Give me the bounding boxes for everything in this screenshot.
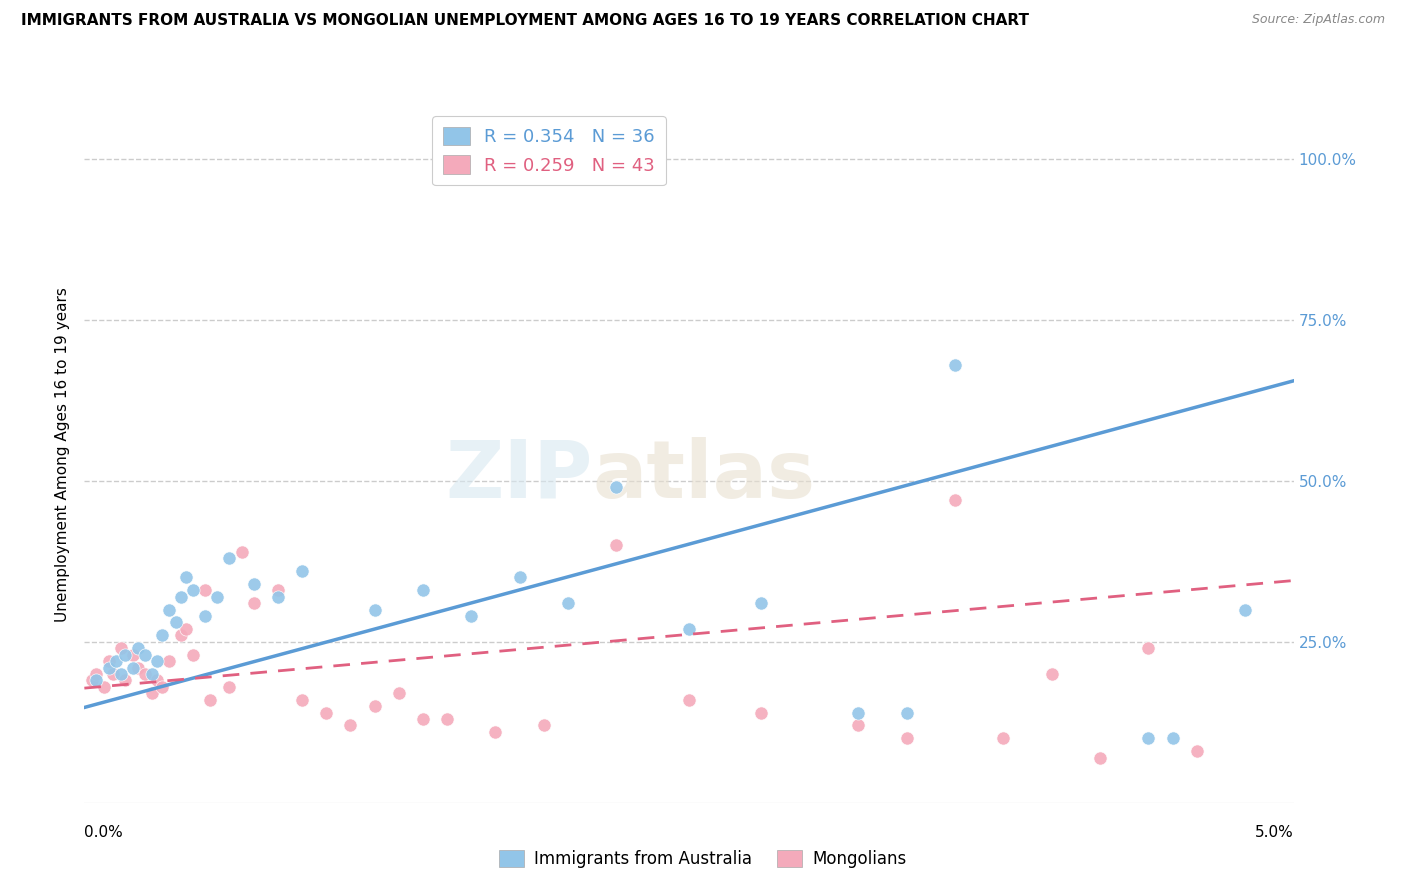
Point xyxy=(267,583,290,598)
Point xyxy=(557,596,579,610)
Point xyxy=(110,641,132,656)
Point xyxy=(141,667,163,681)
Point xyxy=(165,615,187,630)
Text: 5.0%: 5.0% xyxy=(1254,825,1294,840)
Point xyxy=(181,583,204,598)
Point xyxy=(110,667,132,681)
Point xyxy=(943,493,966,508)
Point xyxy=(218,551,240,566)
Point xyxy=(412,583,434,598)
Point xyxy=(678,622,700,636)
Point xyxy=(1137,641,1160,656)
Point xyxy=(127,660,149,674)
Point xyxy=(134,648,156,662)
Text: IMMIGRANTS FROM AUSTRALIA VS MONGOLIAN UNEMPLOYMENT AMONG AGES 16 TO 19 YEARS CO: IMMIGRANTS FROM AUSTRALIA VS MONGOLIAN U… xyxy=(21,13,1029,29)
Point xyxy=(1161,731,1184,746)
Point xyxy=(121,648,143,662)
Point xyxy=(1234,602,1257,616)
Point xyxy=(1040,667,1063,681)
Point xyxy=(242,596,264,610)
Point xyxy=(198,692,221,706)
Point xyxy=(146,654,169,668)
Point xyxy=(678,692,700,706)
Point xyxy=(242,576,264,591)
Point xyxy=(150,628,173,642)
Point xyxy=(174,570,197,584)
Point xyxy=(751,706,773,720)
Point xyxy=(157,654,180,668)
Point xyxy=(388,686,411,700)
Point xyxy=(114,648,136,662)
Point xyxy=(751,596,773,610)
Point xyxy=(436,712,458,726)
Point xyxy=(121,660,143,674)
Point xyxy=(104,654,127,668)
Point xyxy=(174,622,197,636)
Point xyxy=(194,609,217,624)
Point xyxy=(97,660,120,674)
Point xyxy=(484,725,506,739)
Point xyxy=(291,692,314,706)
Point xyxy=(146,673,169,688)
Point xyxy=(1088,750,1111,764)
Text: atlas: atlas xyxy=(592,437,815,515)
Point xyxy=(846,706,869,720)
Point xyxy=(1137,731,1160,746)
Point xyxy=(509,570,531,584)
Point xyxy=(412,712,434,726)
Point xyxy=(93,680,115,694)
Point xyxy=(339,718,361,732)
Point xyxy=(150,680,173,694)
Point xyxy=(605,480,627,494)
Point xyxy=(363,699,385,714)
Point xyxy=(460,609,482,624)
Point xyxy=(157,602,180,616)
Text: ZIP: ZIP xyxy=(444,437,592,515)
Point xyxy=(207,590,229,604)
Point xyxy=(943,358,966,372)
Point xyxy=(363,602,385,616)
Point xyxy=(134,667,156,681)
Point xyxy=(86,673,108,688)
Point xyxy=(127,641,149,656)
Text: Source: ZipAtlas.com: Source: ZipAtlas.com xyxy=(1251,13,1385,27)
Point xyxy=(291,564,314,578)
Point xyxy=(114,673,136,688)
Point xyxy=(896,731,918,746)
Text: 0.0%: 0.0% xyxy=(84,825,124,840)
Point xyxy=(896,706,918,720)
Point xyxy=(194,583,217,598)
Point xyxy=(267,590,290,604)
Point xyxy=(846,718,869,732)
Point xyxy=(993,731,1015,746)
Point xyxy=(218,680,240,694)
Point xyxy=(533,718,555,732)
Point xyxy=(80,673,103,688)
Point xyxy=(170,628,193,642)
Legend: R = 0.354   N = 36, R = 0.259   N = 43: R = 0.354 N = 36, R = 0.259 N = 43 xyxy=(432,116,666,186)
Point xyxy=(170,590,193,604)
Y-axis label: Unemployment Among Ages 16 to 19 years: Unemployment Among Ages 16 to 19 years xyxy=(55,287,70,623)
Legend: Immigrants from Australia, Mongolians: Immigrants from Australia, Mongolians xyxy=(492,843,914,875)
Point xyxy=(97,654,120,668)
Point xyxy=(86,667,108,681)
Point xyxy=(181,648,204,662)
Point xyxy=(103,667,125,681)
Point xyxy=(231,544,253,558)
Point xyxy=(605,538,627,552)
Point xyxy=(1185,744,1208,758)
Point xyxy=(315,706,337,720)
Point xyxy=(141,686,163,700)
